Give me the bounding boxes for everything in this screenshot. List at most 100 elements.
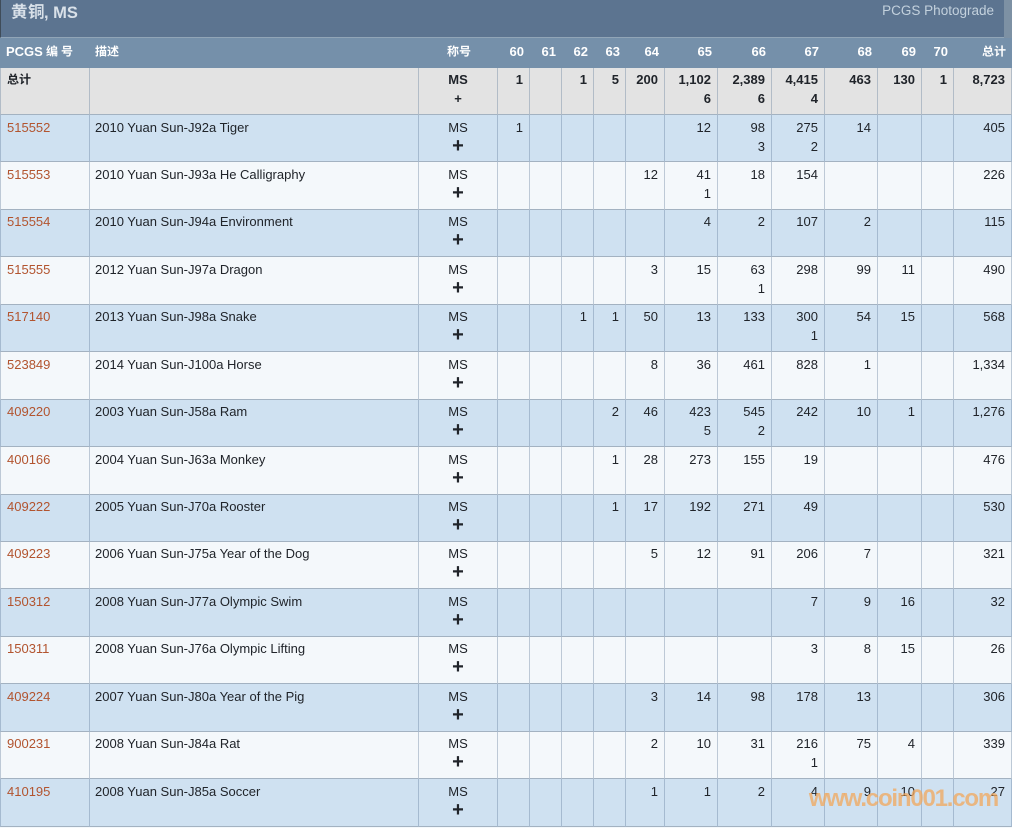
grade-count: 7: [810, 593, 818, 609]
grade-count: 4,415: [785, 71, 818, 87]
col-header-grade-65: 65: [665, 38, 718, 68]
grade-64-cell: 46: [626, 399, 665, 448]
grade-68-cell: 463: [825, 68, 878, 115]
grade-count: MS: [448, 736, 468, 752]
pcgs-number-link[interactable]: 523849: [7, 356, 51, 372]
cjk-glyph: [19, 73, 31, 85]
grade-count: 461: [743, 356, 765, 372]
pcgs-number-link[interactable]: 409222: [7, 499, 51, 514]
grade-count: 18: [750, 166, 765, 182]
pcgs-number-link[interactable]: 515553: [7, 166, 51, 182]
coin-row-523849: 523849 2014 Yuan Sun-J100a Horse MS +8 36 461…: [0, 352, 1012, 400]
cjk-glyph: [459, 45, 470, 57]
plus-grade-count: +: [452, 181, 464, 204]
pcgs-number-link[interactable]: 515552: [7, 119, 51, 135]
grade-70-cell: [922, 115, 954, 163]
grade-70-cell: [922, 541, 954, 590]
grade-67-cell: 49: [772, 494, 825, 542]
grade-count: 9: [863, 593, 871, 609]
grade-65-cell: 15: [665, 257, 718, 305]
grade-65-cell: 1,102 6: [665, 68, 718, 115]
grade-64-cell: 2: [626, 731, 665, 780]
coin-row-409220: 409220 2003 Yuan Sun-J58a Ram MS +2 46 423 5 54…: [0, 399, 1012, 448]
grade-63-cell: [594, 115, 626, 163]
grade-count: MS: [448, 783, 468, 799]
photograde-link[interactable]: PCGS Photograde: [882, 3, 994, 18]
pcgs-number-link[interactable]: 409220: [7, 404, 51, 420]
description-cell: 2010 Yuan Sun-J93a He Calligraphy: [90, 162, 419, 210]
grade-count: 828: [796, 356, 818, 372]
grade-count: 133: [743, 309, 765, 325]
grade-69-cell: [878, 209, 922, 258]
grade-count: MS: [448, 309, 468, 325]
designation-cell: MS +: [419, 304, 498, 353]
grade-61-cell: [530, 541, 562, 590]
grade-count: 8: [650, 356, 658, 372]
designation-cell: MS +: [419, 68, 498, 115]
grade-66-cell: 98: [718, 684, 772, 732]
cjk-glyph: [62, 45, 73, 57]
grade-count: 28: [643, 451, 658, 467]
grade-65-cell: 14: [665, 684, 718, 732]
grade-count: 54: [856, 309, 871, 325]
grade-count: 31: [750, 736, 765, 752]
grade-60-cell: [498, 541, 530, 590]
grade-63-cell: [594, 162, 626, 210]
pcgs-number-link[interactable]: 150311: [7, 641, 50, 657]
grade-62-cell: [562, 399, 594, 448]
grade-70-cell: [922, 779, 954, 827]
pcgs-number-cell: 150312: [0, 589, 90, 637]
pcgs-number-link[interactable]: 409224: [7, 688, 51, 704]
pcgs-number-link[interactable]: 900231: [7, 736, 51, 752]
plus-grade-count: +: [454, 90, 462, 106]
grade-64-cell: [626, 589, 665, 637]
pcgs-number-cell: 515553: [0, 162, 90, 210]
description-cell: 2007 Yuan Sun-J80a Year of the Pig: [90, 684, 419, 732]
pcgs-number-link[interactable]: 409223: [7, 546, 51, 562]
designation-cell: MS +: [419, 541, 498, 590]
grade-64-cell: [626, 636, 665, 685]
plus-grade-count: 1: [757, 280, 765, 296]
grade-69-cell: 4: [878, 731, 922, 780]
designation-cell: MS +: [419, 684, 498, 732]
pcgs-number-link[interactable]: 515555: [7, 261, 51, 277]
grade-63-cell: 5: [594, 68, 626, 115]
col-header-grade-62: 62: [562, 38, 594, 68]
grade-67-cell: 19: [772, 447, 825, 495]
grade-68-cell: [825, 162, 878, 210]
grade-65-cell: 41 1: [665, 162, 718, 210]
pcgs-number-link[interactable]: 400166: [7, 451, 51, 467]
grade-66-cell: [718, 636, 772, 685]
grade-70-cell: [922, 209, 954, 258]
pcgs-number-link[interactable]: 410195: [7, 783, 51, 799]
grade-66-cell: 18: [718, 162, 772, 210]
plus-grade-count: +: [452, 371, 464, 394]
grade-count: MS: [448, 593, 468, 609]
grade-60-cell: [498, 352, 530, 400]
grade-count: 1: [939, 71, 947, 87]
description-cell: 2006 Yuan Sun-J75a Year of the Dog: [90, 541, 419, 590]
grade-69-cell: 1: [878, 399, 922, 448]
pcgs-number-cell: 409224: [0, 684, 90, 732]
grade-69-cell: [878, 684, 922, 732]
coin-row-409224: 409224 2007 Yuan Sun-J80a Year of the Pig…: [0, 684, 1012, 732]
designation-cell: MS +: [419, 399, 498, 448]
grade-67-cell: 107: [772, 209, 825, 258]
pcgs-number-link[interactable]: 150312: [7, 593, 51, 609]
grade-68-cell: 14: [825, 115, 878, 163]
grade-count: 12: [696, 119, 711, 135]
pcgs-number-link[interactable]: 515554: [7, 214, 51, 230]
grade-count: 130: [893, 71, 915, 87]
grade-64-cell: 1: [626, 779, 665, 827]
description-cell: 2010 Yuan Sun-J92a Tiger: [90, 115, 419, 163]
col-header-grade-61: 61: [530, 38, 562, 68]
grade-count: 275: [796, 119, 818, 135]
grade-62-cell: [562, 541, 594, 590]
grade-count: 300: [796, 309, 818, 325]
plus-grade-count: +: [452, 134, 464, 157]
grade-60-cell: 1: [498, 115, 530, 163]
grade-60-cell: [498, 209, 530, 258]
coin-row-515555: 515555 2012 Yuan Sun-J97a Dragon MS +3 15 63 1…: [0, 257, 1012, 305]
plus-grade-count: 6: [703, 90, 711, 106]
pcgs-number-link[interactable]: 517140: [7, 309, 51, 325]
